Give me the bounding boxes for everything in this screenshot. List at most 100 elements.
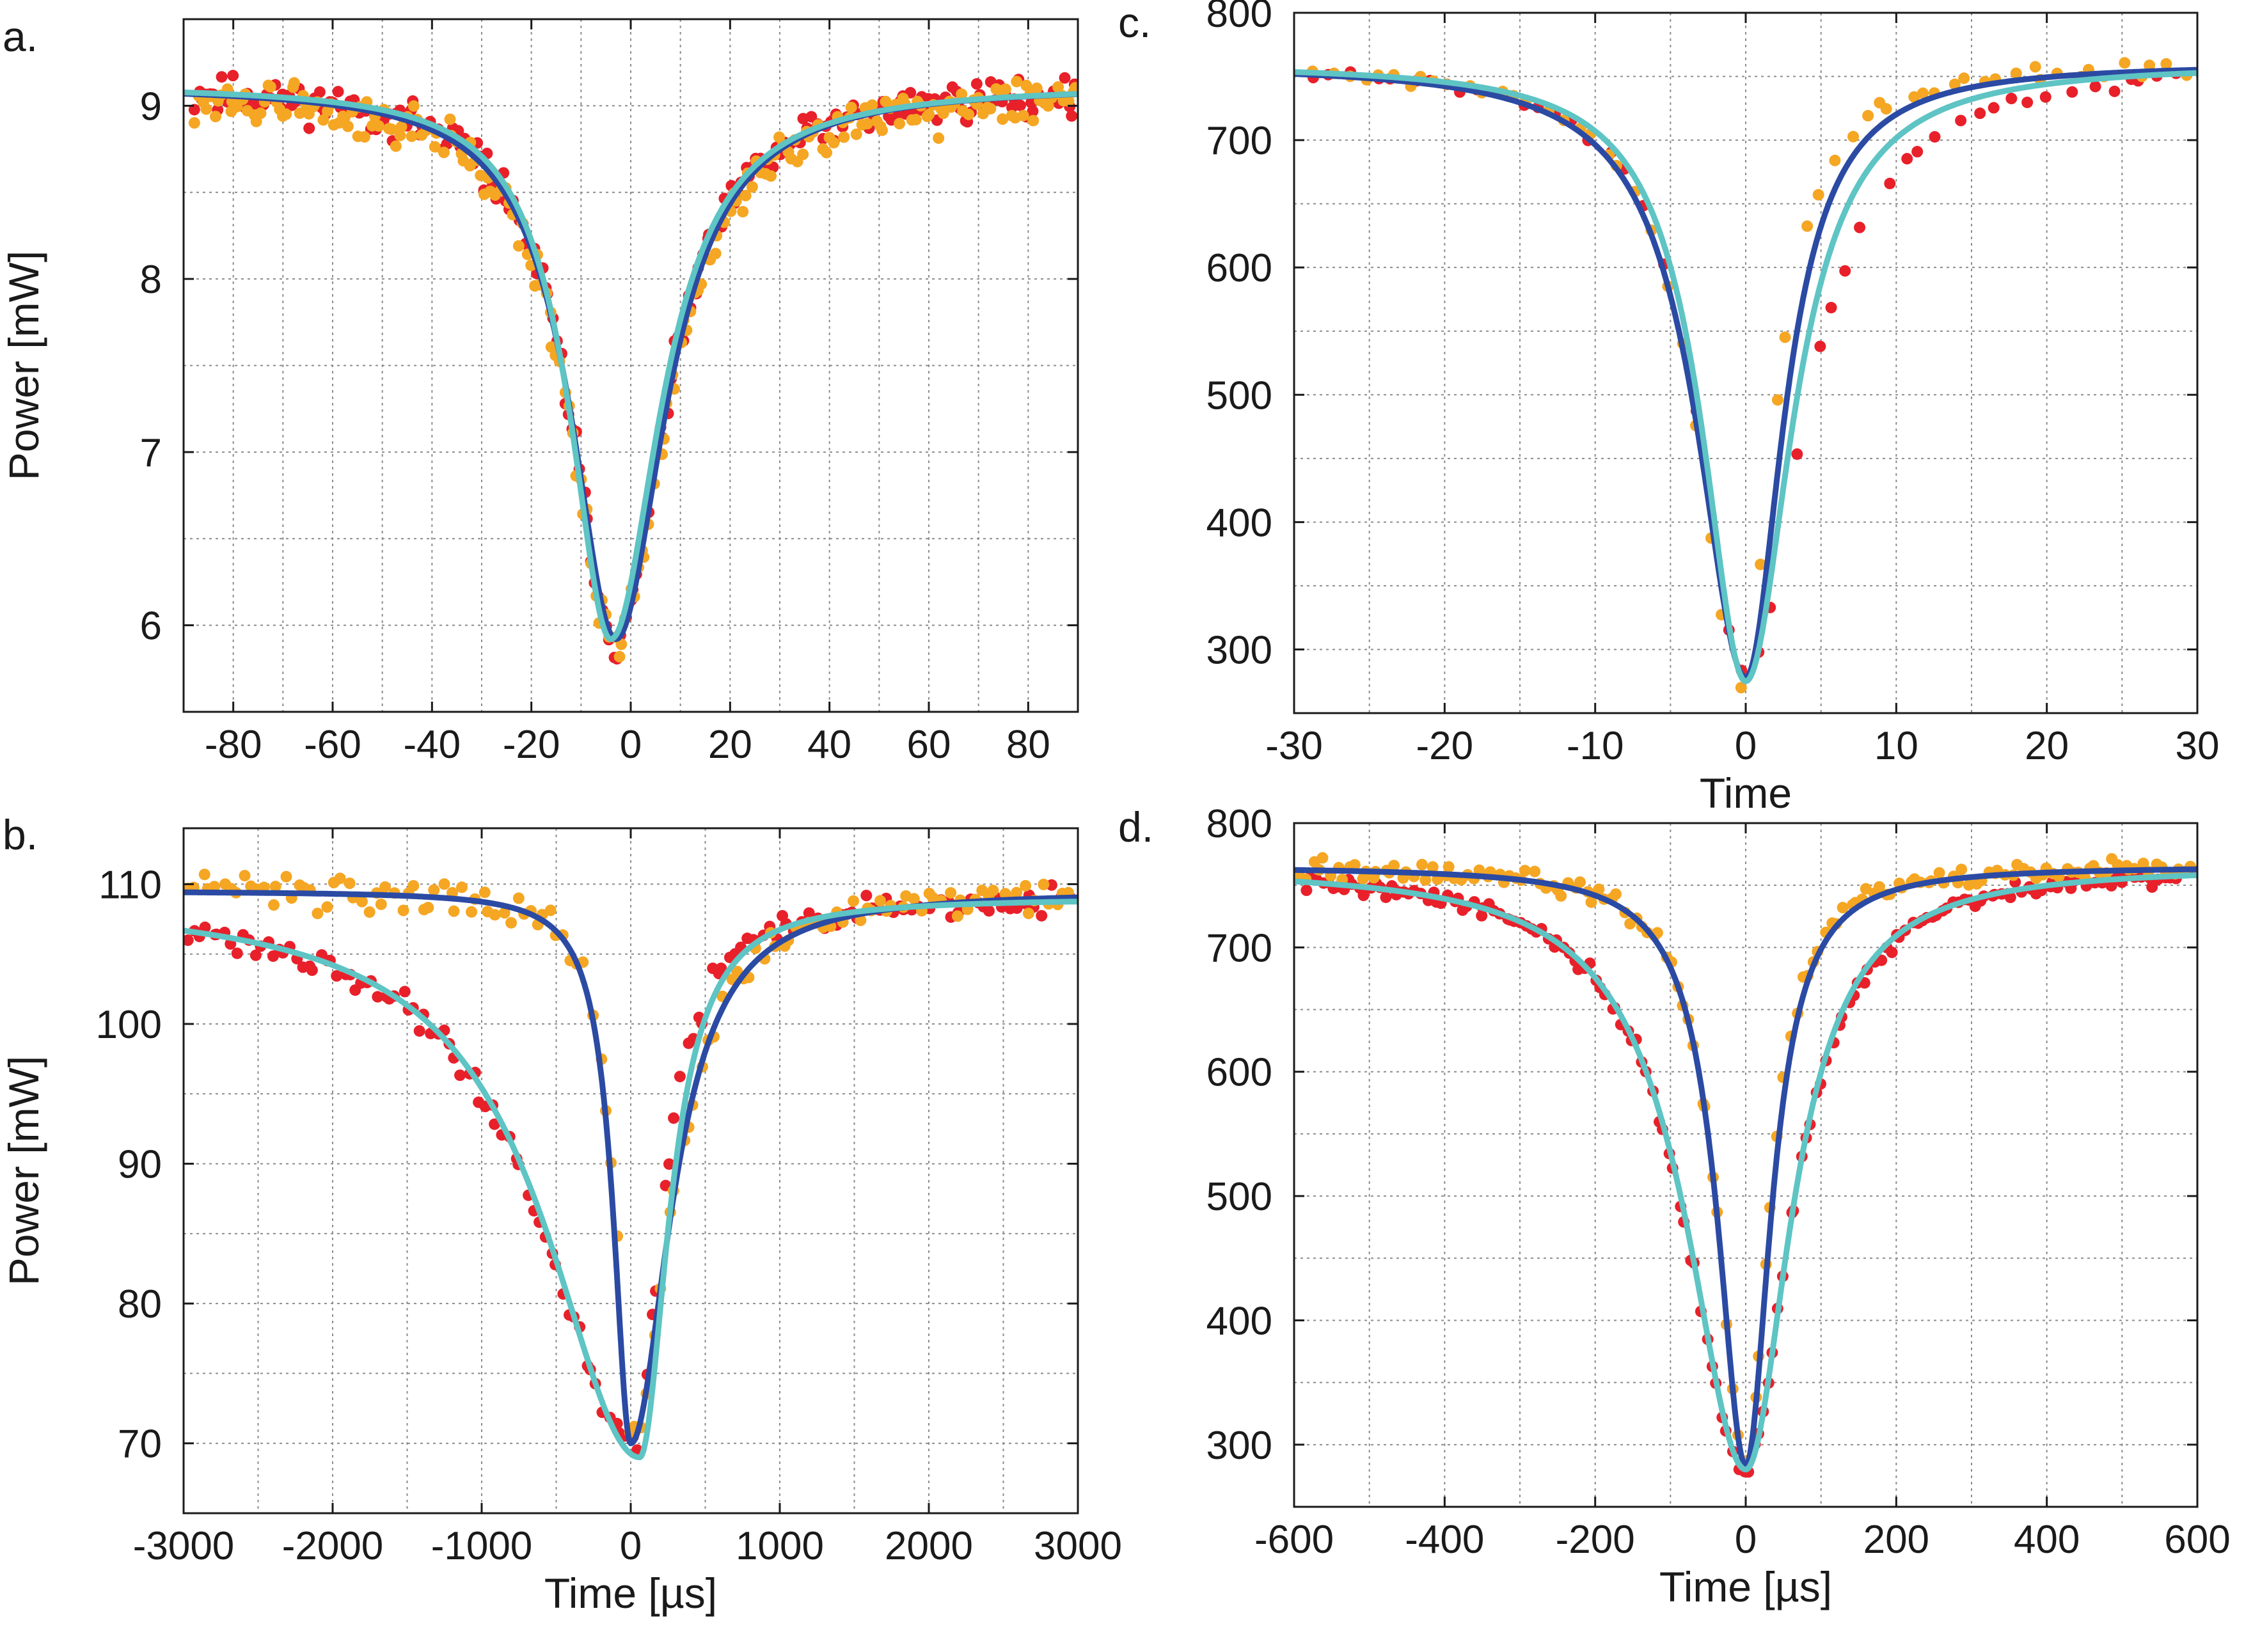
panel-b-data-point (334, 872, 346, 885)
panel-d-xtick-label: 200 (1863, 1518, 1929, 1562)
panel-a-data-point (512, 240, 525, 252)
panel-d-data-point (2105, 879, 2117, 892)
panel-d-data-point (1574, 876, 1586, 888)
panel-d-data-point (1876, 954, 1888, 966)
panel-a-data-point (709, 248, 722, 260)
panel-b-data-point (239, 870, 251, 882)
panel-c-data-point (1825, 301, 1837, 313)
panel-a-xtick-label: 60 (907, 723, 951, 767)
panel-d-ytick-label: 400 (1206, 1299, 1272, 1343)
panel-c-data-point (1911, 146, 1924, 158)
panel-b-data-point (987, 885, 999, 897)
panel-a-xtick-label: -60 (304, 723, 361, 767)
panel-a-data-point (210, 111, 222, 123)
panel-a-data-point (861, 118, 873, 130)
panel-a-data-point (970, 78, 983, 90)
panel-b-data-point (505, 916, 518, 929)
panel-c: c. -30 -20 -10 0 10 20 30 300 400 500 600 700 800 Tim… (1118, 0, 2219, 817)
panel-b-data-point (269, 881, 281, 893)
panel-c-data-point (1839, 265, 1851, 277)
panel-a-data-point (613, 650, 626, 663)
panel-c-data-point (1949, 78, 1961, 90)
panel-d-series-1-points (1294, 864, 2197, 1478)
panel-c-data-point (1884, 177, 1896, 189)
panel-b-data-point (184, 934, 194, 947)
panel-d-data-point (2004, 892, 2016, 904)
panel-b-data-point (908, 893, 920, 905)
panel-b-data-point (438, 878, 450, 890)
panel-a-data-point (1027, 114, 1040, 127)
panel-b-data-point (668, 1112, 680, 1124)
panel-d-data-point (1519, 865, 1531, 877)
panel-a-data-point (894, 118, 906, 130)
panel-b-ytick-label: 90 (118, 1143, 162, 1187)
panel-b-data-point (951, 910, 963, 922)
panel-d-data-point (1348, 859, 1361, 871)
panel-b-data-point (280, 870, 292, 883)
panel-d-data-point (1529, 865, 1541, 877)
panel-b-data-point (478, 886, 491, 899)
panel-c-data-point (2089, 81, 2101, 93)
panel-a-data-point (739, 189, 752, 201)
panel-b-xtick-label: -1000 (431, 1524, 533, 1568)
panel-c-data-point (1862, 109, 1874, 122)
panel-a-xtick-label: 20 (708, 723, 752, 767)
panel-a-data-point (200, 103, 212, 115)
panel-c-data-point (2066, 86, 2078, 98)
panel-a-data-point (956, 88, 968, 100)
panel-d-data-point (1443, 861, 1455, 873)
panel-a-data-point (294, 107, 306, 119)
panel-b-data-point (466, 906, 478, 918)
panel-d-data-point (1416, 858, 1428, 870)
panel-a-plot-area (184, 70, 1078, 665)
panel-b-data-point (860, 890, 873, 902)
panel-c-plot-area (1294, 57, 2197, 694)
panel-d-data-point (1593, 883, 1605, 895)
panel-d-data-point (1388, 860, 1400, 872)
panel-c-data-point (2108, 85, 2121, 97)
panel-a-data-point (288, 77, 300, 89)
panel-a-data-point (373, 120, 385, 132)
panel-b-data-point (874, 895, 886, 907)
panel-d-data-point (1585, 896, 1597, 908)
panel-a-data-point (923, 108, 935, 120)
panel-a-data-point (1059, 72, 1071, 84)
panel-b-data-point (498, 907, 510, 919)
panel-d-data-point (1427, 861, 1439, 873)
panel-a-ytick-label: 8 (140, 258, 162, 302)
panel-d-data-point (1837, 902, 1849, 914)
panel-b-data-point (407, 879, 420, 892)
panel-c-ytick-label: 300 (1206, 628, 1272, 672)
panel-a-ytick-label: 7 (140, 431, 162, 475)
panel-c-ytick-label: 800 (1206, 0, 1272, 36)
panel-a-data-point (313, 86, 326, 98)
panel-c-data-point (1908, 91, 1920, 103)
panel-c-data-point (1929, 130, 1941, 143)
panel-a-data-point (933, 132, 945, 144)
panel-b-data-point (983, 905, 995, 917)
panel-b-data-point (312, 908, 324, 920)
panel-a-ytick-label: 9 (140, 84, 162, 129)
panel-a-data-point (828, 137, 840, 149)
panel-b-plot-area (184, 869, 1078, 1461)
panel-a-data-point (406, 130, 418, 143)
panel-b-data-point (375, 898, 387, 910)
panel-a-data-point (358, 130, 370, 143)
panel-c-data-point (1755, 558, 1767, 570)
panel-a-data-point (303, 122, 315, 134)
panel-a-data-point (280, 108, 292, 120)
panel-b-data-point (803, 907, 815, 919)
panel-a-data-point (1063, 95, 1075, 107)
panel-b-xtick-label: -2000 (282, 1524, 384, 1568)
panel-c-xtick-label: 10 (1874, 724, 1918, 768)
panel-a-data-point (866, 99, 878, 111)
panel-d-xtick-label: 400 (2014, 1518, 2080, 1562)
panel-a-data-point (1017, 109, 1029, 122)
panel-a-xtick-label: 0 (620, 723, 642, 767)
panel-c-data-point (2010, 67, 2022, 79)
panel-c-xtick-label: 0 (1735, 724, 1757, 768)
panel-a-data-point (797, 148, 809, 161)
panel-a-data-point (332, 86, 344, 98)
panel-a-data-point (317, 114, 329, 126)
panel-b-ytick-label: 70 (118, 1422, 162, 1467)
